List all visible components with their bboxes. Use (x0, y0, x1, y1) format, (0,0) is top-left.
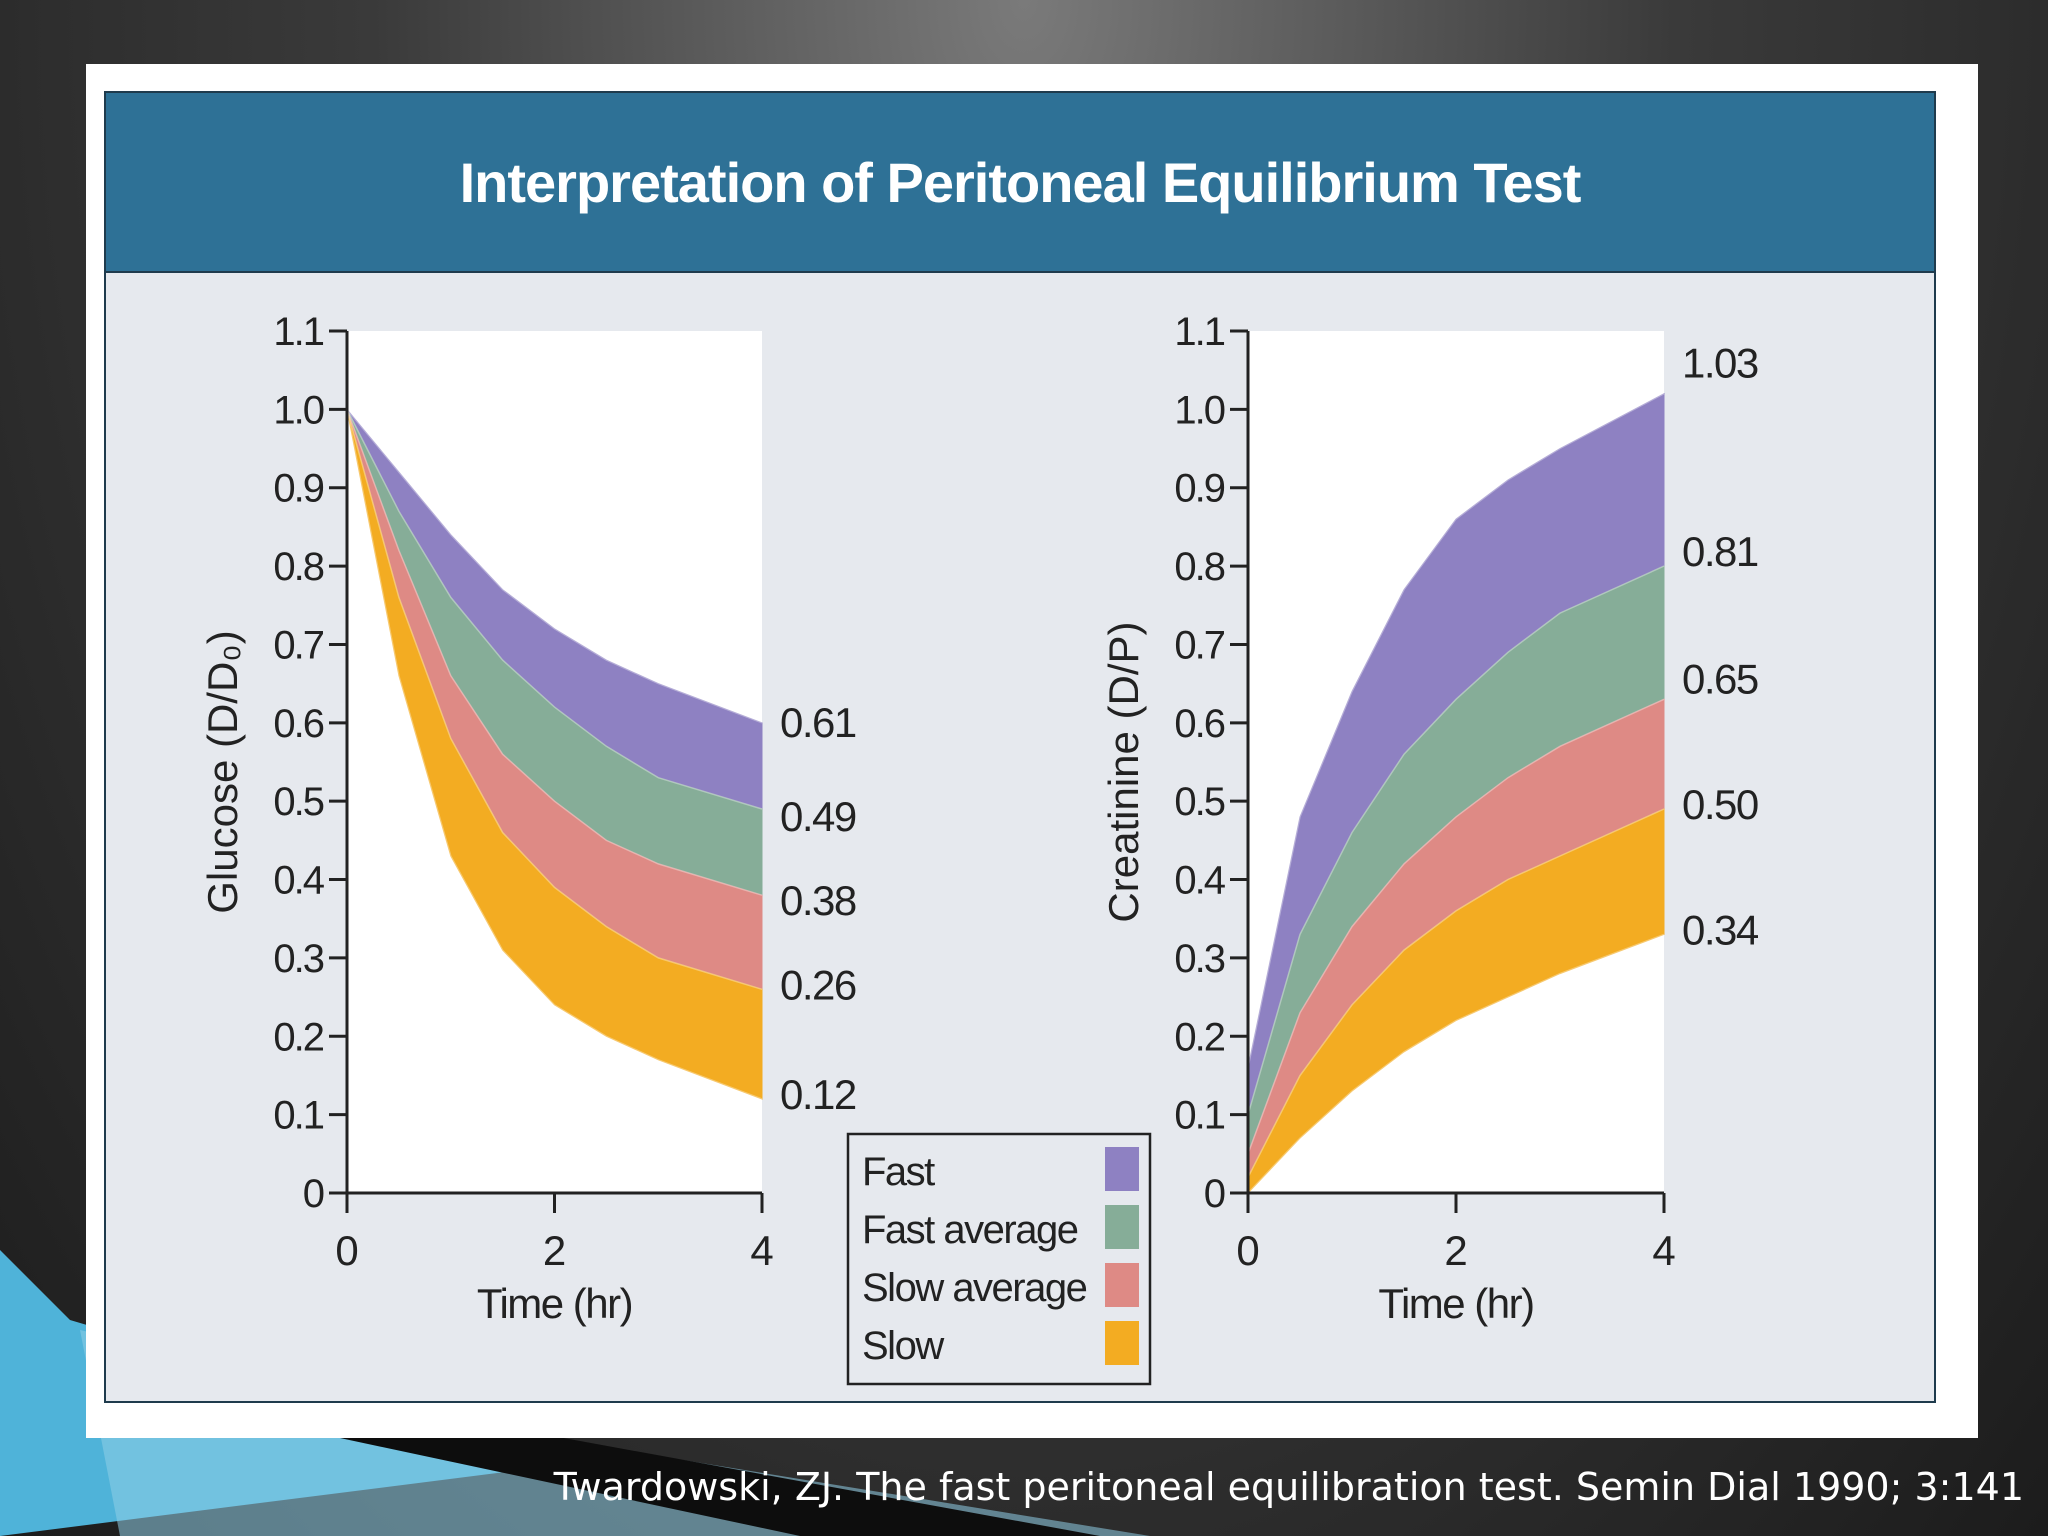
legend-swatch (1105, 1321, 1139, 1365)
x-axis-title: Time (hr) (1378, 1280, 1533, 1327)
legend-swatch (1105, 1205, 1139, 1249)
boundary-line (1247, 808, 1665, 1178)
y-axis-title: Glucose (D/D₀) (199, 630, 246, 913)
boundary-line (1247, 698, 1665, 1155)
y-tick-label: 0 (1204, 1172, 1225, 1216)
end-value-label: 0.34 (1682, 906, 1759, 953)
y-tick-label: 0.5 (1174, 780, 1224, 824)
y-tick-label: 0.7 (1174, 623, 1224, 667)
x-tick-label: 2 (1444, 1227, 1467, 1274)
legend-frame (846, 1132, 1152, 1386)
y-tick-label: 0.5 (273, 780, 323, 824)
figure-title: Interpretation of Peritoneal Equilibrium… (459, 150, 1582, 214)
x-tick-label: 0 (335, 1227, 358, 1274)
y-tick-label: 0.4 (273, 859, 324, 903)
y-tick-label: 0.3 (1174, 937, 1224, 981)
y-tick-label: 1.1 (1174, 310, 1224, 354)
x-axis-title: Time (hr) (477, 1280, 632, 1327)
end-value-label: 0.61 (780, 699, 856, 746)
boundary-line (346, 409, 763, 896)
legend-label: Slow average (862, 1266, 1087, 1310)
y-tick-label: 1.0 (273, 388, 323, 432)
y-tick-label: 0.1 (1174, 1094, 1224, 1138)
end-value-label: 0.38 (780, 877, 856, 924)
end-value-label: 0.65 (1682, 655, 1758, 702)
legend-swatch (1105, 1147, 1139, 1191)
y-tick-label: 0.2 (273, 1015, 323, 1059)
end-value-label: 1.03 (1682, 340, 1758, 387)
band-slow (1247, 808, 1665, 1195)
x-tick-label: 4 (750, 1227, 773, 1274)
legend: Fast Fast average Slow average Slow (846, 1132, 1152, 1386)
y-tick-label: 0 (303, 1172, 324, 1216)
x-tick-label: 2 (543, 1227, 566, 1274)
end-value-label: 0.49 (780, 793, 856, 840)
boundary-line (1247, 393, 1665, 1068)
dark-swoosh (340, 1430, 1100, 1536)
end-value-label: 0.26 (780, 961, 856, 1008)
end-value-label: 0.50 (1682, 781, 1758, 828)
chart-2: 0 0.1 0.2 0.3 0.4 0.5 0.6 0.7 0.8 0.9 1.0 1.1 0 2 4 Tim… (1100, 310, 1760, 1327)
y-tick-label: 0.6 (273, 702, 323, 746)
y-tick-label: 0.4 (1174, 859, 1225, 903)
citation-text: Twardowski, ZJ. The fast peritoneal equi… (553, 1465, 2024, 1509)
y-tick-label: 0.1 (273, 1094, 323, 1138)
figure-title-bar: Interpretation of Peritoneal Equilibrium… (106, 93, 1934, 273)
boundary-line (346, 409, 763, 991)
band-slow (346, 409, 763, 1100)
y-tick-label: 0.9 (273, 467, 323, 511)
legend-label: Fast average (862, 1208, 1078, 1252)
y-tick-label: 0.2 (1174, 1015, 1224, 1059)
boundary-line (346, 409, 763, 810)
legend-label: Slow (862, 1324, 944, 1368)
y-tick-label: 0.6 (1174, 702, 1224, 746)
y-tick-label: 1.1 (273, 310, 323, 354)
y-tick-label: 0.7 (273, 623, 323, 667)
light-swoosh (80, 1330, 1150, 1536)
boundary-line (1247, 565, 1665, 1115)
y-tick-label: 0.8 (1174, 545, 1224, 589)
boundary-line (346, 409, 763, 1100)
legend-swatch (1105, 1263, 1139, 1307)
boundary-line (1247, 933, 1665, 1194)
end-value-label: 0.12 (780, 1071, 856, 1118)
end-value-label: 0.81 (1682, 528, 1758, 575)
y-tick-label: 0.3 (273, 937, 323, 981)
legend-label: Fast (862, 1150, 935, 1194)
y-tick-label: 1.0 (1174, 388, 1224, 432)
y-tick-label: 0.8 (273, 545, 323, 589)
x-tick-label: 4 (1652, 1227, 1675, 1274)
y-axis-title: Creatinine (D/P) (1100, 621, 1147, 922)
x-tick-label: 0 (1236, 1227, 1259, 1274)
chart-1: 0 0.1 0.2 0.3 0.4 0.5 0.6 0.7 0.8 0.9 1.0 1.1 0 2 4 Tim… (199, 310, 857, 1327)
y-tick-label: 0.9 (1174, 467, 1224, 511)
boundary-line (346, 408, 763, 724)
